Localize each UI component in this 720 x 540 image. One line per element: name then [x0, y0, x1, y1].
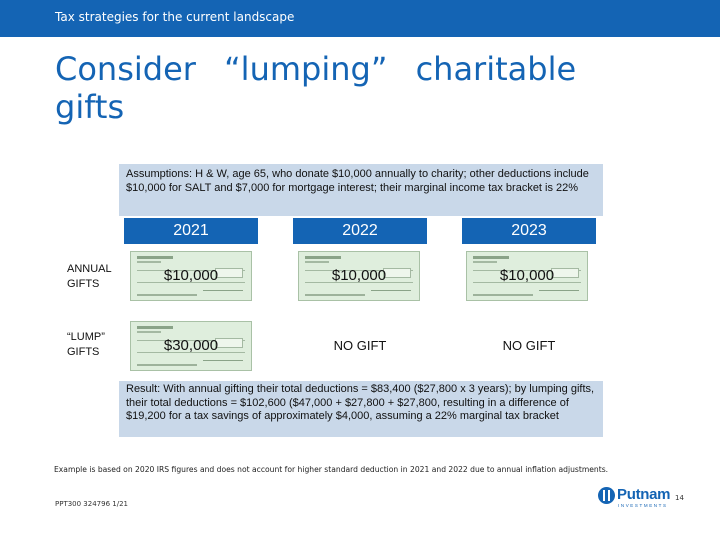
check-amount: $10,000 [331, 267, 387, 284]
result-box: Result: With annual gifting their total … [119, 381, 603, 437]
page-title: Consider “lumping” charitable gifts [55, 50, 577, 126]
logo-name: Putnam [617, 486, 671, 503]
no-gift-label: NO GIFT [333, 338, 387, 353]
putnam-logo: Putnam INVESTMENTS [598, 485, 678, 511]
header-text: Tax strategies for the current landscape [55, 10, 295, 24]
document-code: PPT300 324796 1/21 [55, 500, 128, 508]
check-amount: $10,000 [499, 267, 555, 284]
check-image: $10,000 [130, 251, 252, 301]
logo-subtitle: INVESTMENTS [618, 503, 668, 508]
year-header-2023: 2023 [462, 218, 596, 244]
putnam-logo-mark-icon [598, 487, 615, 504]
row-label-lump-gifts: “LUMP” GIFTS [67, 331, 105, 358]
check-image: $10,000 [298, 251, 420, 301]
check-image: $10,000 [466, 251, 588, 301]
assumptions-box: Assumptions: H & W, age 65, who donate $… [119, 164, 603, 216]
check-image: $30,000 [130, 321, 252, 371]
no-gift-label: NO GIFT [502, 338, 556, 353]
year-header-2022: 2022 [293, 218, 427, 244]
page-number: 14 [675, 494, 684, 502]
year-header-2021: 2021 [124, 218, 258, 244]
header-bar: Tax strategies for the current landscape [0, 0, 720, 37]
check-amount: $10,000 [163, 267, 219, 284]
row-label-annual-gifts: ANNUAL GIFTS [67, 263, 112, 290]
footnote: Example is based on 2020 IRS figures and… [54, 465, 609, 474]
check-amount: $30,000 [163, 337, 219, 354]
